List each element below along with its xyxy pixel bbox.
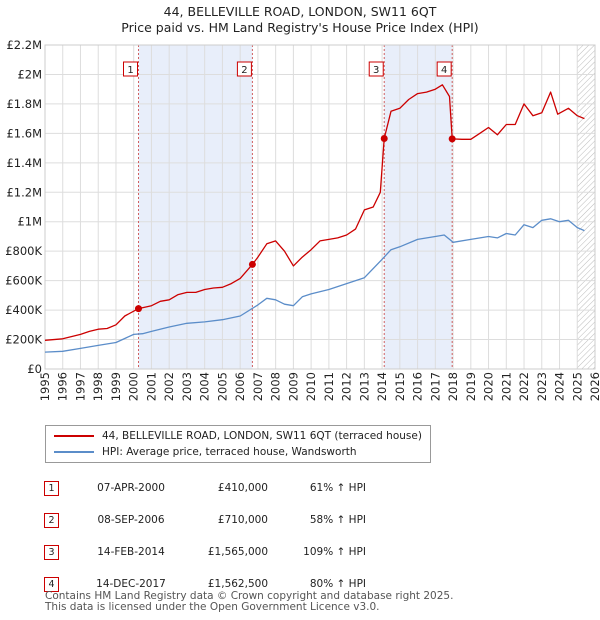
x-tick-label: 2019 (464, 372, 478, 401)
sale-point-4 (448, 135, 456, 143)
sale-hpi-change: 109% ↑ HPI (303, 546, 366, 558)
y-tick-label: £400K (5, 303, 42, 317)
y-tick-label: £0 (27, 362, 42, 376)
x-tick-label: 2018 (446, 372, 460, 401)
x-tick-label: 1996 (56, 372, 70, 401)
x-tick-label: 2017 (428, 372, 442, 401)
sale-date: 07-APR-2000 (97, 482, 165, 494)
x-tick-label: 2008 (269, 372, 283, 401)
sales-table: 1 07-APR-2000 £410,000 61% ↑ HPI 2 08-SE… (44, 472, 366, 600)
sale-marker-box-2 (236, 61, 252, 77)
table-row: 3 14-FEB-2014 £1,565,000 109% ↑ HPI (44, 536, 366, 568)
sale-date: 14-DEC-2017 (96, 578, 166, 590)
sale-hpi-change: 58% ↑ HPI (309, 514, 366, 526)
footer-copyright: Contains HM Land Registry data © Crown c… (45, 590, 454, 602)
x-tick-label: 2016 (411, 372, 425, 401)
sale-marker-4: 4 (44, 576, 59, 592)
y-tick-label: £200K (5, 333, 42, 347)
sale-marker-box-1 (123, 61, 138, 77)
x-tick-label: 2021 (499, 372, 513, 401)
sale-marker-label-4: 4 (441, 65, 447, 76)
chart-title-line2: Price paid vs. HM Land Registry's House … (121, 20, 479, 35)
sale-hpi-change: 80% ↑ HPI (309, 578, 366, 590)
sale-marker-label-3: 3 (373, 65, 379, 76)
table-row: 1 07-APR-2000 £410,000 61% ↑ HPI (44, 472, 366, 504)
x-tick-label: 2022 (517, 372, 531, 401)
property-series-line (44, 84, 585, 341)
y-tick-label: £1.4M (6, 156, 42, 170)
x-tick-label: 2026 (588, 372, 600, 401)
x-tick-label: 2007 (251, 372, 265, 401)
footer: Contains HM Land Registry data © Crown c… (45, 591, 453, 613)
y-tick-label: £2.2M (6, 38, 42, 52)
y-tick-label: £1.8M (6, 97, 42, 111)
x-tick-label: 2011 (322, 372, 336, 401)
sale-marker-box-4 (436, 61, 452, 77)
sale-price: £1,565,000 (207, 546, 268, 558)
table-row: 2 08-SEP-2006 £710,000 58% ↑ HPI (44, 504, 366, 536)
legend: 44, BELLEVILLE ROAD, LONDON, SW11 6QT (t… (45, 425, 431, 463)
x-tick-label: 2025 (570, 372, 584, 401)
sale-marker-label-1: 1 (127, 65, 133, 76)
plot-frame (44, 44, 596, 370)
x-tick-label: 2024 (553, 372, 567, 401)
y-tick-label: £1.6M (6, 126, 42, 140)
x-tick-label: 2009 (286, 372, 300, 401)
y-tick-label: £1M (17, 215, 42, 229)
legend-item-hpi: HPI: Average price, terraced house, Wand… (54, 445, 357, 459)
chart-title-line1: 44, BELLEVILLE ROAD, LONDON, SW11 6QT (163, 4, 437, 19)
sale-date: 14-FEB-2014 (97, 546, 165, 558)
y-tick-label: £1.2M (6, 185, 42, 199)
legend-swatch-hpi (54, 451, 94, 453)
y-tick-label: £600K (5, 274, 42, 288)
ownership-span-2 (384, 45, 453, 369)
x-tick-label: 2005 (215, 372, 229, 401)
legend-swatch-property (54, 435, 94, 437)
price-chart: £0 £200K £400K £600K £800K £1M £1.2M £1.4M £1.6M… (5, 38, 600, 401)
x-tick-label: 2000 (127, 372, 141, 401)
x-tick-label: 2004 (198, 372, 212, 401)
sale-marker-1: 1 (44, 480, 59, 496)
footer-licence: This data is licensed under the Open Gov… (45, 601, 380, 613)
x-tick-label: 2013 (357, 372, 371, 401)
x-tick-label: 1995 (38, 372, 52, 401)
sale-price: £1,562,500 (207, 578, 268, 590)
y-tick-label: £800K (5, 244, 42, 258)
x-tick-label: 2023 (535, 372, 549, 401)
x-tick-label: 2001 (144, 372, 158, 401)
legend-label-hpi: HPI: Average price, terraced house, Wand… (102, 446, 357, 458)
y-tick-label: £2M (17, 67, 42, 81)
table-row: 4 14-DEC-2017 £1,562,500 80% ↑ HPI (44, 568, 366, 600)
x-tick-label: 2015 (393, 372, 407, 401)
x-tick-label: 2003 (180, 372, 194, 401)
ownership-span-1 (138, 45, 253, 369)
sale-marker-label-2: 2 (241, 65, 247, 76)
x-tick-label: 1999 (109, 372, 123, 401)
x-tick-label: 1997 (73, 372, 87, 401)
sale-point-3 (380, 135, 388, 143)
x-tick-label: 2006 (233, 372, 247, 401)
x-tick-label: 2020 (482, 372, 496, 401)
sale-price: £710,000 (217, 514, 268, 526)
sale-marker-box-3 (368, 61, 384, 77)
legend-label-property: 44, BELLEVILLE ROAD, LONDON, SW11 6QT (t… (102, 430, 422, 442)
x-tick-label: 2010 (304, 372, 318, 401)
hpi-series-line (44, 218, 585, 353)
sale-marker-2: 2 (44, 512, 59, 528)
x-tick-label: 1998 (91, 372, 105, 401)
x-tick-label: 2012 (340, 372, 354, 401)
sale-price: £410,000 (217, 482, 268, 494)
sale-marker-3: 3 (44, 544, 59, 560)
sale-point-1 (135, 305, 142, 313)
sale-hpi-change: 61% ↑ HPI (309, 482, 366, 494)
forecast-hatch (577, 45, 595, 369)
x-tick-label: 2002 (162, 372, 176, 401)
sale-point-2 (248, 260, 256, 268)
legend-item-property: 44, BELLEVILLE ROAD, LONDON, SW11 6QT (t… (54, 429, 422, 443)
sale-date: 08-SEP-2006 (97, 514, 165, 526)
x-tick-label: 2014 (375, 372, 389, 401)
